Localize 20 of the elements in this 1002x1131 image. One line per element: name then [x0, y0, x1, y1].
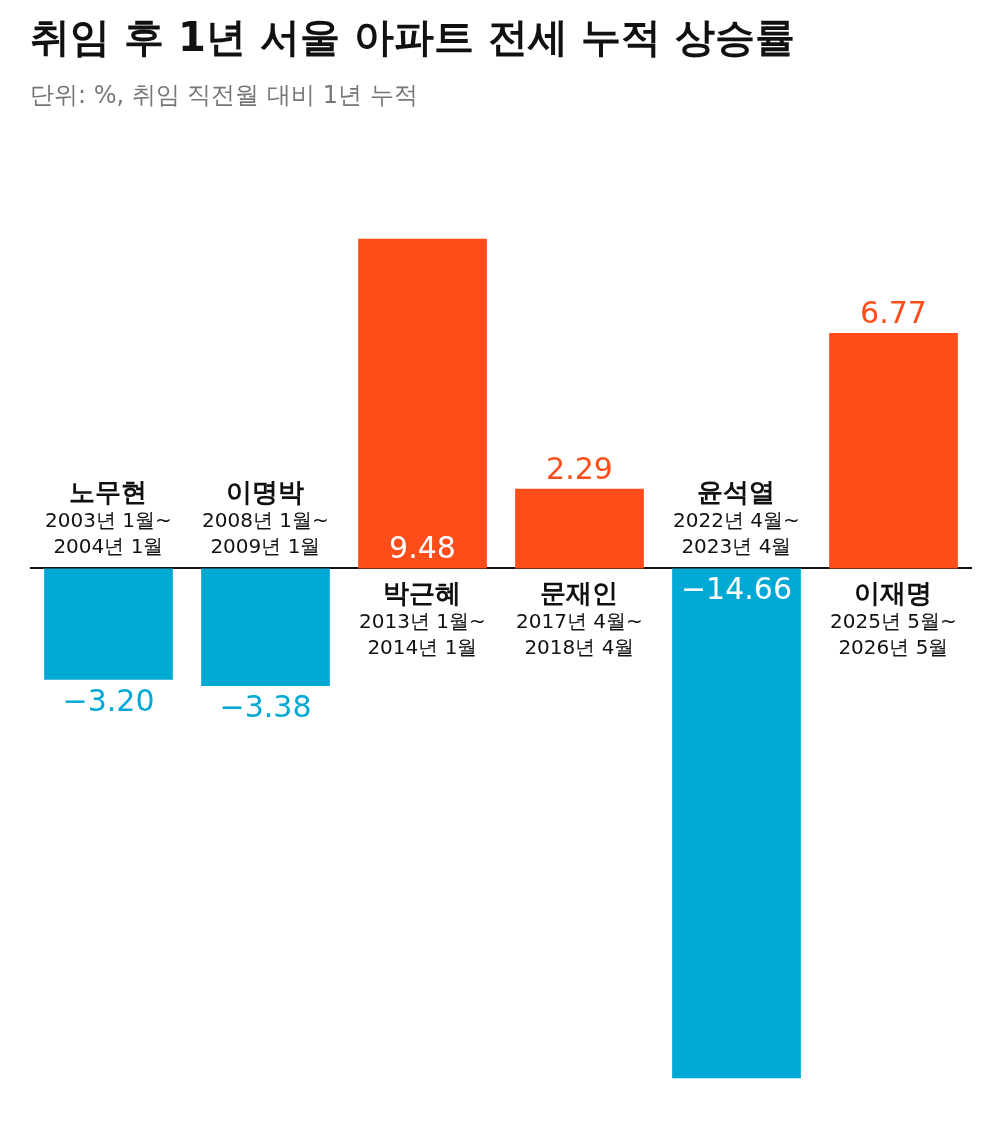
x-tick-label: 박근혜 2013년 1월~ 2014년 1월 [359, 578, 486, 659]
chart-subtitle: 단위: %, 취임 직전월 대비 1년 누적 [30, 80, 418, 109]
data-label: −3.38 [219, 688, 312, 724]
x-tick-label: 노무현 2003년 1월~ 2004년 1월 [45, 477, 172, 558]
bar [515, 488, 644, 569]
x-tick-label: 이재명 2025년 5월~ 2026년 5월 [830, 578, 957, 659]
x-tick-label: 이명박 2008년 1월~ 2009년 1월 [202, 477, 329, 558]
x-tick-label: 윤석열 2022년 4월~ 2023년 4월 [673, 477, 800, 558]
data-label: 2.29 [546, 450, 613, 486]
data-label: −3.20 [62, 682, 155, 718]
bar [358, 238, 487, 569]
bar [672, 568, 801, 1079]
bar [44, 568, 173, 680]
chart-title: 취임 후 1년 서울 아파트 전세 누적 상승률 [30, 13, 796, 60]
data-label: 9.48 [389, 530, 456, 566]
bar [201, 568, 330, 686]
x-tick-label: 문재인 2017년 4월~ 2018년 4월 [516, 578, 643, 659]
data-label: −14.66 [680, 571, 793, 607]
data-label: 6.77 [860, 294, 927, 330]
bar [829, 332, 958, 569]
